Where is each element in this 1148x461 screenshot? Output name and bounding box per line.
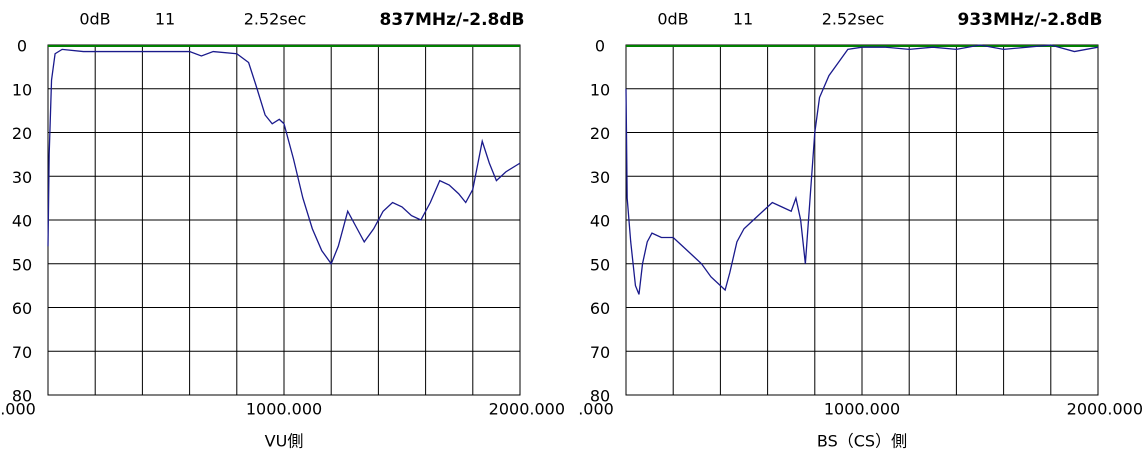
readout: 933MHz/-2.8dB bbox=[957, 10, 1102, 30]
y-tick-label: 80 bbox=[12, 387, 32, 406]
y-tick-label: 70 bbox=[590, 343, 610, 362]
y-tick-label: 0 bbox=[595, 37, 605, 56]
caption: VU側 bbox=[265, 432, 304, 451]
header-text: 0dB bbox=[657, 10, 688, 29]
y-tick-label: 10 bbox=[12, 80, 32, 99]
header-text: 11 bbox=[155, 10, 175, 29]
y-tick-label: 30 bbox=[590, 168, 610, 187]
y-tick-label: 80 bbox=[590, 387, 610, 406]
readout: 837MHz/-2.8dB bbox=[379, 10, 524, 30]
y-tick-label: 10 bbox=[590, 80, 610, 99]
y-tick-label: 40 bbox=[12, 212, 32, 231]
data-line bbox=[625, 44, 1099, 295]
header-text: 2.52sec bbox=[244, 10, 307, 29]
y-tick-label: 0 bbox=[17, 37, 27, 56]
y-tick-label: 50 bbox=[12, 255, 32, 274]
y-tick-label: 20 bbox=[12, 124, 32, 143]
header-text: 2.52sec bbox=[822, 10, 885, 29]
x-tick-label: 1000.000 bbox=[824, 400, 900, 419]
y-tick-label: 20 bbox=[590, 124, 610, 143]
x-tick-label: .000 bbox=[0, 400, 36, 419]
header-text: 0dB bbox=[79, 10, 110, 29]
x-tick-label: 1000.000 bbox=[246, 400, 322, 419]
y-tick-label: 40 bbox=[590, 212, 610, 231]
x-tick-label: 2000.000 bbox=[1067, 400, 1143, 419]
x-tick-label: 2000.000 bbox=[489, 400, 565, 419]
y-tick-label: 60 bbox=[12, 299, 32, 318]
chart-panel: 0dB 11 2.52sec 933MHz/-2.8dB 0 10 20 30 40 50 60 70… bbox=[578, 10, 1143, 451]
y-tick-label: 70 bbox=[12, 343, 32, 362]
x-tick-label: .000 bbox=[578, 400, 614, 419]
y-tick-label: 50 bbox=[590, 255, 610, 274]
header-text: 11 bbox=[733, 10, 753, 29]
data-line bbox=[47, 48, 521, 266]
chart-panel: 0dB 11 2.52sec 837MHz/-2.8dB 0 10 20 30 40 50 60 70… bbox=[0, 10, 565, 451]
y-tick-label: 30 bbox=[12, 168, 32, 187]
caption: BS（CS）側 bbox=[817, 432, 907, 451]
y-tick-label: 60 bbox=[590, 299, 610, 318]
